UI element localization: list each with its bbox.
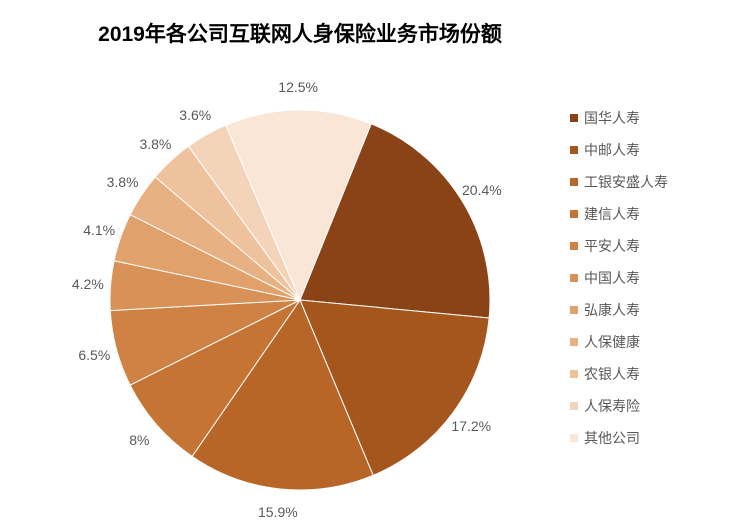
legend-swatch: [570, 146, 578, 154]
slice-label: 3.8%: [107, 174, 139, 190]
legend-item: 中国人寿: [570, 268, 668, 288]
slice-label: 15.9%: [258, 504, 298, 520]
legend-label: 人保健康: [584, 332, 640, 352]
legend-item: 农银人寿: [570, 364, 668, 384]
legend-swatch: [570, 114, 578, 122]
legend-swatch: [570, 242, 578, 250]
legend-swatch: [570, 178, 578, 186]
legend-item: 弘康人寿: [570, 300, 668, 320]
slice-label: 17.2%: [451, 418, 491, 434]
legend-swatch: [570, 370, 578, 378]
slice-label: 6.5%: [78, 347, 110, 363]
legend-label: 中国人寿: [584, 268, 640, 288]
legend-swatch: [570, 306, 578, 314]
legend-item: 国华人寿: [570, 108, 668, 128]
legend-item: 人保健康: [570, 332, 668, 352]
legend-label: 平安人寿: [584, 236, 640, 256]
legend-item: 中邮人寿: [570, 140, 668, 160]
legend-swatch: [570, 434, 578, 442]
legend-label: 建信人寿: [584, 204, 640, 224]
legend-swatch: [570, 210, 578, 218]
legend-item: 建信人寿: [570, 204, 668, 224]
legend-item: 工银安盛人寿: [570, 172, 668, 192]
chart-container: 2019年各公司互联网人身保险业务市场份额 20.4%17.2%15.9%8%6…: [0, 0, 751, 524]
legend: 国华人寿中邮人寿工银安盛人寿建信人寿平安人寿中国人寿弘康人寿人保健康农银人寿人保…: [570, 108, 668, 448]
legend-label: 农银人寿: [584, 364, 640, 384]
legend-label: 弘康人寿: [584, 300, 640, 320]
slice-label: 8%: [129, 432, 149, 448]
legend-label: 其他公司: [584, 428, 640, 448]
legend-label: 人保寿险: [584, 396, 640, 416]
legend-swatch: [570, 274, 578, 282]
slice-label: 12.5%: [278, 79, 318, 95]
legend-swatch: [570, 338, 578, 346]
legend-label: 国华人寿: [584, 108, 640, 128]
slice-label: 20.4%: [462, 182, 502, 198]
legend-label: 中邮人寿: [584, 140, 640, 160]
slice-label: 4.1%: [83, 222, 115, 238]
legend-swatch: [570, 402, 578, 410]
slice-label: 3.6%: [179, 107, 211, 123]
legend-item: 平安人寿: [570, 236, 668, 256]
legend-item: 其他公司: [570, 428, 668, 448]
slice-label: 3.8%: [139, 136, 171, 152]
slice-label: 4.2%: [72, 276, 104, 292]
legend-item: 人保寿险: [570, 396, 668, 416]
legend-label: 工银安盛人寿: [584, 172, 668, 192]
